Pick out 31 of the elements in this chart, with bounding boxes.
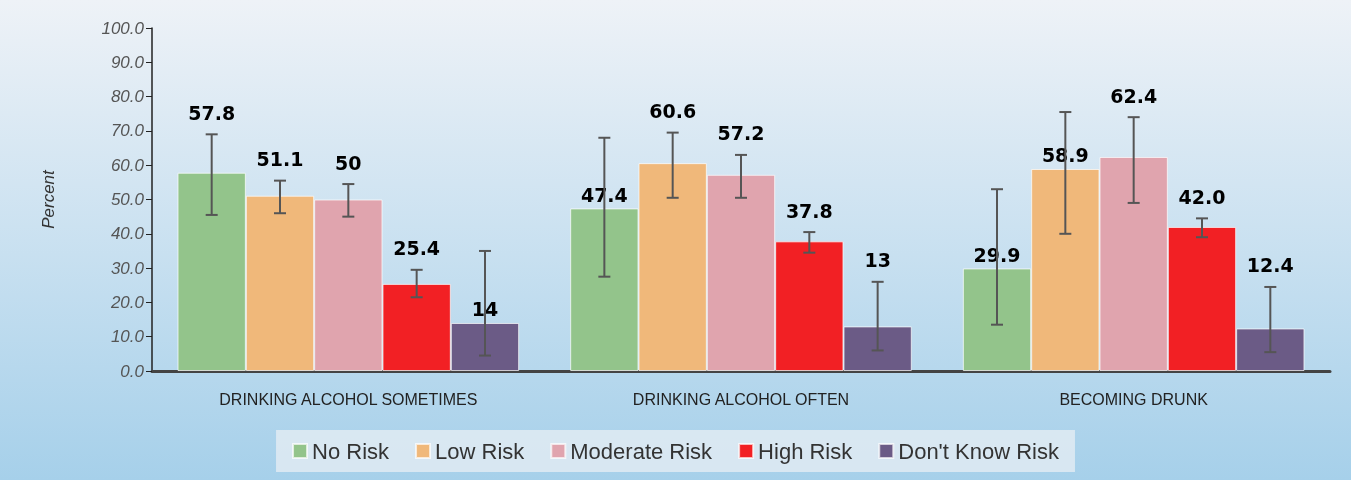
y-tick-label: 60.0 <box>110 155 145 175</box>
y-tick-label: 10.0 <box>110 327 145 347</box>
data-label: 37.8 <box>785 199 833 222</box>
x-tick-label: BECOMING DRUNK <box>1059 390 1209 408</box>
y-tick-label: 20.0 <box>109 292 145 312</box>
data-label: 25.4 <box>393 237 441 260</box>
data-label: 60.6 <box>649 100 697 123</box>
y-tick-label: 50.0 <box>110 190 145 209</box>
data-label: 51.1 <box>256 148 304 171</box>
data-label: 42.0 <box>1178 185 1226 208</box>
legend-label: No Risk <box>312 438 391 464</box>
data-label: 50 <box>335 151 362 174</box>
x-tick-label: DRINKING ALCOHOL OFTEN <box>632 390 850 408</box>
legend-label: Moderate Risk <box>570 438 714 464</box>
x-tick-label: DRINKING ALCOHOL SOMETIMES <box>219 390 478 408</box>
y-tick-label: 40.0 <box>110 224 145 244</box>
y-tick-label: 80.0 <box>110 87 145 107</box>
y-tick-label: 70.0 <box>110 121 145 141</box>
legend-label: Low Risk <box>435 438 526 464</box>
y-tick-label: 0.0 <box>120 361 145 381</box>
y-tick-label: 90.0 <box>110 52 145 72</box>
data-label: 57.8 <box>188 101 236 124</box>
data-label: 13 <box>864 249 891 272</box>
data-label: 57.2 <box>717 122 765 145</box>
data-label: 62.4 <box>1110 84 1158 107</box>
legend-label: Don't Know Risk <box>898 438 1060 464</box>
y-tick-label: 100.0 <box>101 18 145 38</box>
y-tick-label: 30.0 <box>110 258 145 278</box>
legend-label: High Risk <box>758 438 854 464</box>
y-axis-title: Percent <box>39 168 58 229</box>
data-label: 12.4 <box>1246 254 1294 277</box>
